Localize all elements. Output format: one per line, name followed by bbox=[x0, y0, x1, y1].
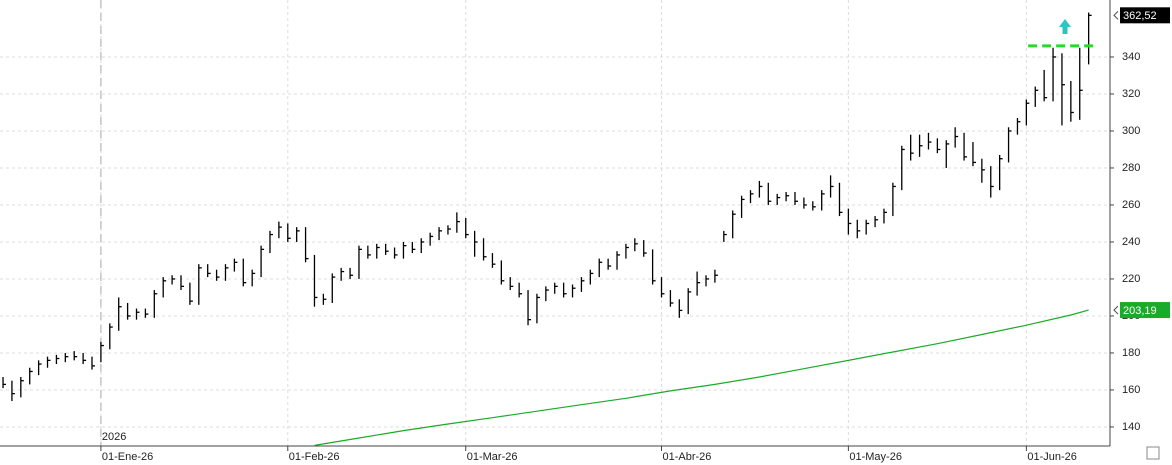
last-value-label: 203,19 bbox=[1123, 305, 1157, 317]
y-tick-label: 160 bbox=[1122, 384, 1140, 396]
x-tick-label: 01-Jun-26 bbox=[1027, 451, 1077, 463]
y-tick-label: 280 bbox=[1122, 162, 1140, 174]
moving-average-line bbox=[314, 309, 1089, 446]
y-tick-label: 300 bbox=[1122, 125, 1140, 137]
x-tick-label: 01-May-26 bbox=[849, 451, 902, 463]
y-tick-label: 220 bbox=[1122, 273, 1140, 285]
y-tick-label: 240 bbox=[1122, 236, 1140, 248]
y-tick-label: 260 bbox=[1122, 199, 1140, 211]
signal-arrow bbox=[1059, 19, 1071, 34]
corner-icon[interactable] bbox=[1146, 446, 1160, 460]
last-value-box bbox=[1120, 7, 1170, 24]
y-tick-label: 140 bbox=[1122, 421, 1140, 433]
y-tick-label: 340 bbox=[1122, 51, 1140, 63]
last-value-pointer bbox=[1113, 10, 1119, 20]
last-value-pointer bbox=[1113, 305, 1119, 315]
x-tick-label: 01-Ene-26 bbox=[102, 451, 153, 463]
year-label: 2026 bbox=[102, 431, 126, 443]
y-tick-label: 320 bbox=[1122, 88, 1140, 100]
x-tick-label: 01-Feb-26 bbox=[289, 451, 340, 463]
last-value-box bbox=[1120, 302, 1170, 319]
x-tick-label: 01-Mar-26 bbox=[467, 451, 518, 463]
x-tick-label: 01-Abr-26 bbox=[663, 451, 712, 463]
last-value-label: 362,52 bbox=[1123, 10, 1157, 22]
y-tick-label: 180 bbox=[1122, 347, 1140, 359]
